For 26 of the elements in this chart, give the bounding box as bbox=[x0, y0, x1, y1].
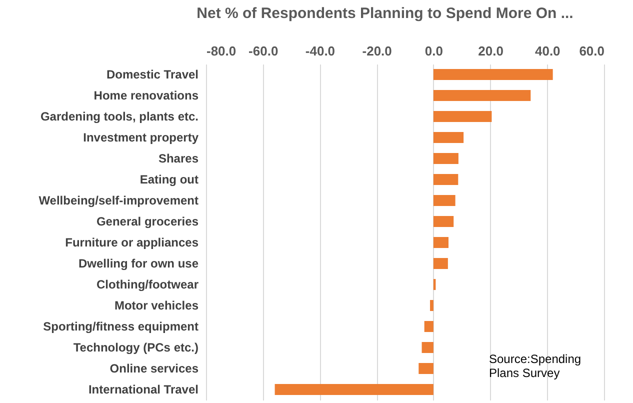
x-tick-label: 40.0 bbox=[534, 44, 560, 58]
x-tick-label: -40.0 bbox=[305, 44, 336, 58]
y-tick-label: Shares bbox=[158, 152, 199, 166]
x-tick-label: 0.0 bbox=[424, 44, 443, 58]
y-tick-label: Motor vehicles bbox=[114, 298, 199, 312]
y-tick-label: General groceries bbox=[96, 214, 199, 228]
x-tick-label: -20.0 bbox=[362, 44, 392, 58]
annotation: Source:Spending Plans Survey bbox=[489, 352, 582, 380]
y-tick-label: Online services bbox=[110, 362, 199, 376]
chart-title: Net % of Respondents Planning to Spend More On ... bbox=[196, 5, 574, 22]
x-tick-label: 20.0 bbox=[478, 44, 504, 58]
x-tick-label: -80.0 bbox=[206, 44, 236, 58]
x-tick-label: -60.0 bbox=[248, 44, 278, 58]
y-tick-label: Eating out bbox=[140, 172, 198, 186]
y-tick-label: Technology (PCs etc.) bbox=[73, 340, 198, 354]
y-tick-label: Furniture or appliances bbox=[65, 236, 199, 250]
y-tick-label: Wellbeing/self-improvement bbox=[38, 194, 198, 208]
y-tick-label: Clothing/footwear bbox=[96, 278, 199, 292]
y-tick-label: Dwelling for own use bbox=[78, 256, 199, 270]
x-tick-label: 60.0 bbox=[579, 44, 604, 58]
y-tick-label: Investment property bbox=[83, 130, 199, 144]
y-tick-label: International Travel bbox=[88, 382, 198, 396]
y-tick-label: Gardening tools, plants etc. bbox=[40, 110, 198, 124]
y-tick-label: Home renovations bbox=[94, 88, 199, 102]
y-tick-label: Sporting/fitness equipment bbox=[43, 320, 198, 334]
y-tick-label: Domestic Travel bbox=[106, 68, 198, 82]
